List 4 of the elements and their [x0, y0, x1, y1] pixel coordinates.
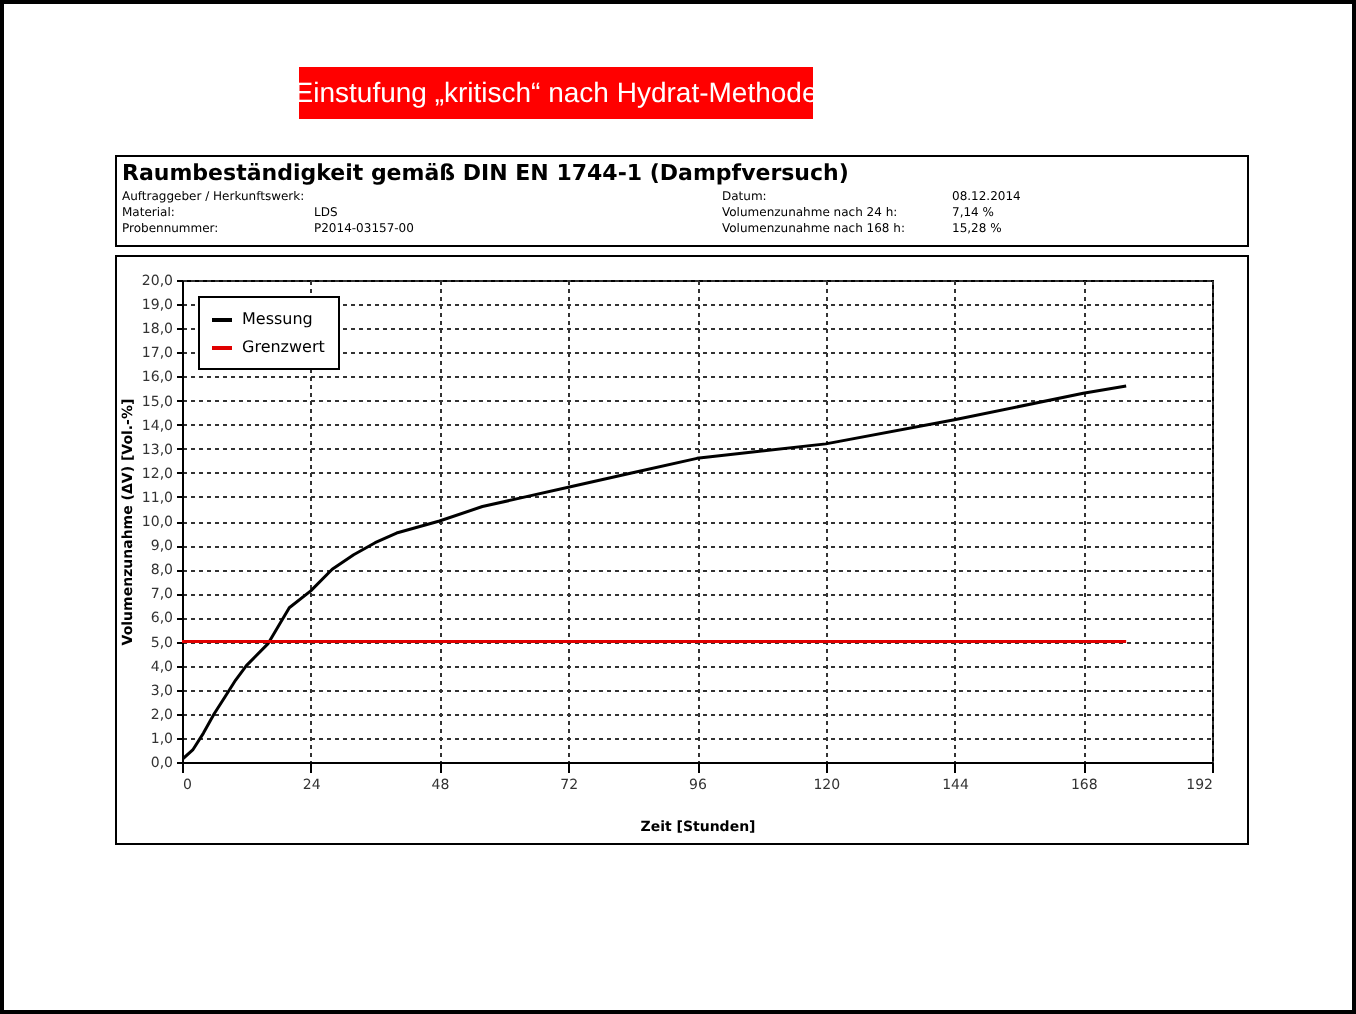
- legend-label: Messung: [242, 310, 313, 328]
- legend-label: Grenzwert: [242, 338, 325, 356]
- chart-subtitle: Raumbeständigkeit gemäß DIN EN 1744-1 (Dampfversuch): [122, 160, 849, 186]
- chart-title: Einstufung „kritisch“ nach Hydrat-Methode: [294, 76, 818, 108]
